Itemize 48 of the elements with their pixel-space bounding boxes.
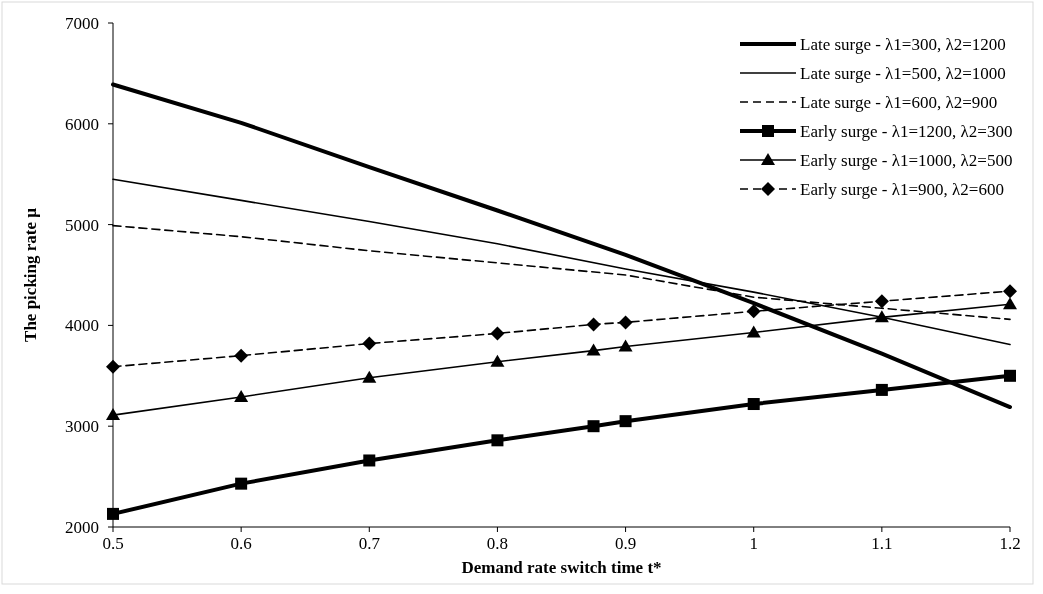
y-tick-label: 5000 — [65, 215, 99, 235]
legend-label: Late surge - λ1=500, λ2=1000 — [800, 63, 1006, 83]
x-tick-label: 0.5 — [102, 534, 124, 553]
point — [1004, 369, 1016, 382]
point — [234, 389, 249, 402]
point — [874, 294, 889, 309]
y-tick-label: 2000 — [65, 517, 99, 537]
legend-label: Early surge - λ1=1200, λ2=300 — [800, 121, 1013, 141]
x-tick-label: 0.8 — [486, 534, 509, 553]
y-tick-label: 3000 — [65, 417, 99, 437]
point — [491, 434, 504, 447]
point — [586, 343, 601, 356]
point — [587, 420, 600, 433]
point — [746, 325, 761, 338]
point — [363, 454, 376, 467]
point — [875, 383, 888, 396]
legend-label: Early surge - λ1=1000, λ2=500 — [800, 150, 1013, 170]
point — [106, 408, 120, 421]
point — [490, 326, 505, 341]
x-axis-title: Demand rate switch time t* — [461, 558, 662, 577]
legend-label: Late surge - λ1=600, λ2=900 — [800, 92, 998, 112]
x-tick-label: 1.2 — [999, 534, 1021, 553]
x-tick-label: 0.6 — [230, 534, 252, 553]
point — [746, 304, 761, 319]
y-tick-label: 6000 — [65, 114, 99, 134]
y-tick-label: 4000 — [65, 316, 99, 336]
point — [490, 354, 505, 367]
point — [106, 359, 120, 374]
legend-label: Early surge - λ1=900, λ2=600 — [800, 179, 1004, 199]
point — [586, 317, 601, 332]
x-tick-label: 0.9 — [614, 534, 637, 553]
x-tick-label: 0.7 — [358, 534, 381, 553]
point — [362, 336, 377, 351]
y-axis-title: The picking rate μ — [21, 207, 40, 342]
legend-label: Late surge - λ1=300, λ2=1200 — [800, 34, 1006, 54]
point — [747, 398, 760, 411]
point — [362, 370, 377, 383]
point — [235, 477, 248, 490]
point — [107, 507, 119, 520]
x-tick-label: 1.1 — [871, 534, 893, 553]
point — [1003, 297, 1017, 310]
point — [618, 315, 633, 330]
point — [1003, 284, 1017, 299]
y-tick-label: 7000 — [65, 13, 99, 33]
point — [234, 348, 249, 363]
point — [618, 339, 633, 352]
x-tick-label: 1 — [749, 534, 758, 553]
point — [619, 415, 632, 428]
